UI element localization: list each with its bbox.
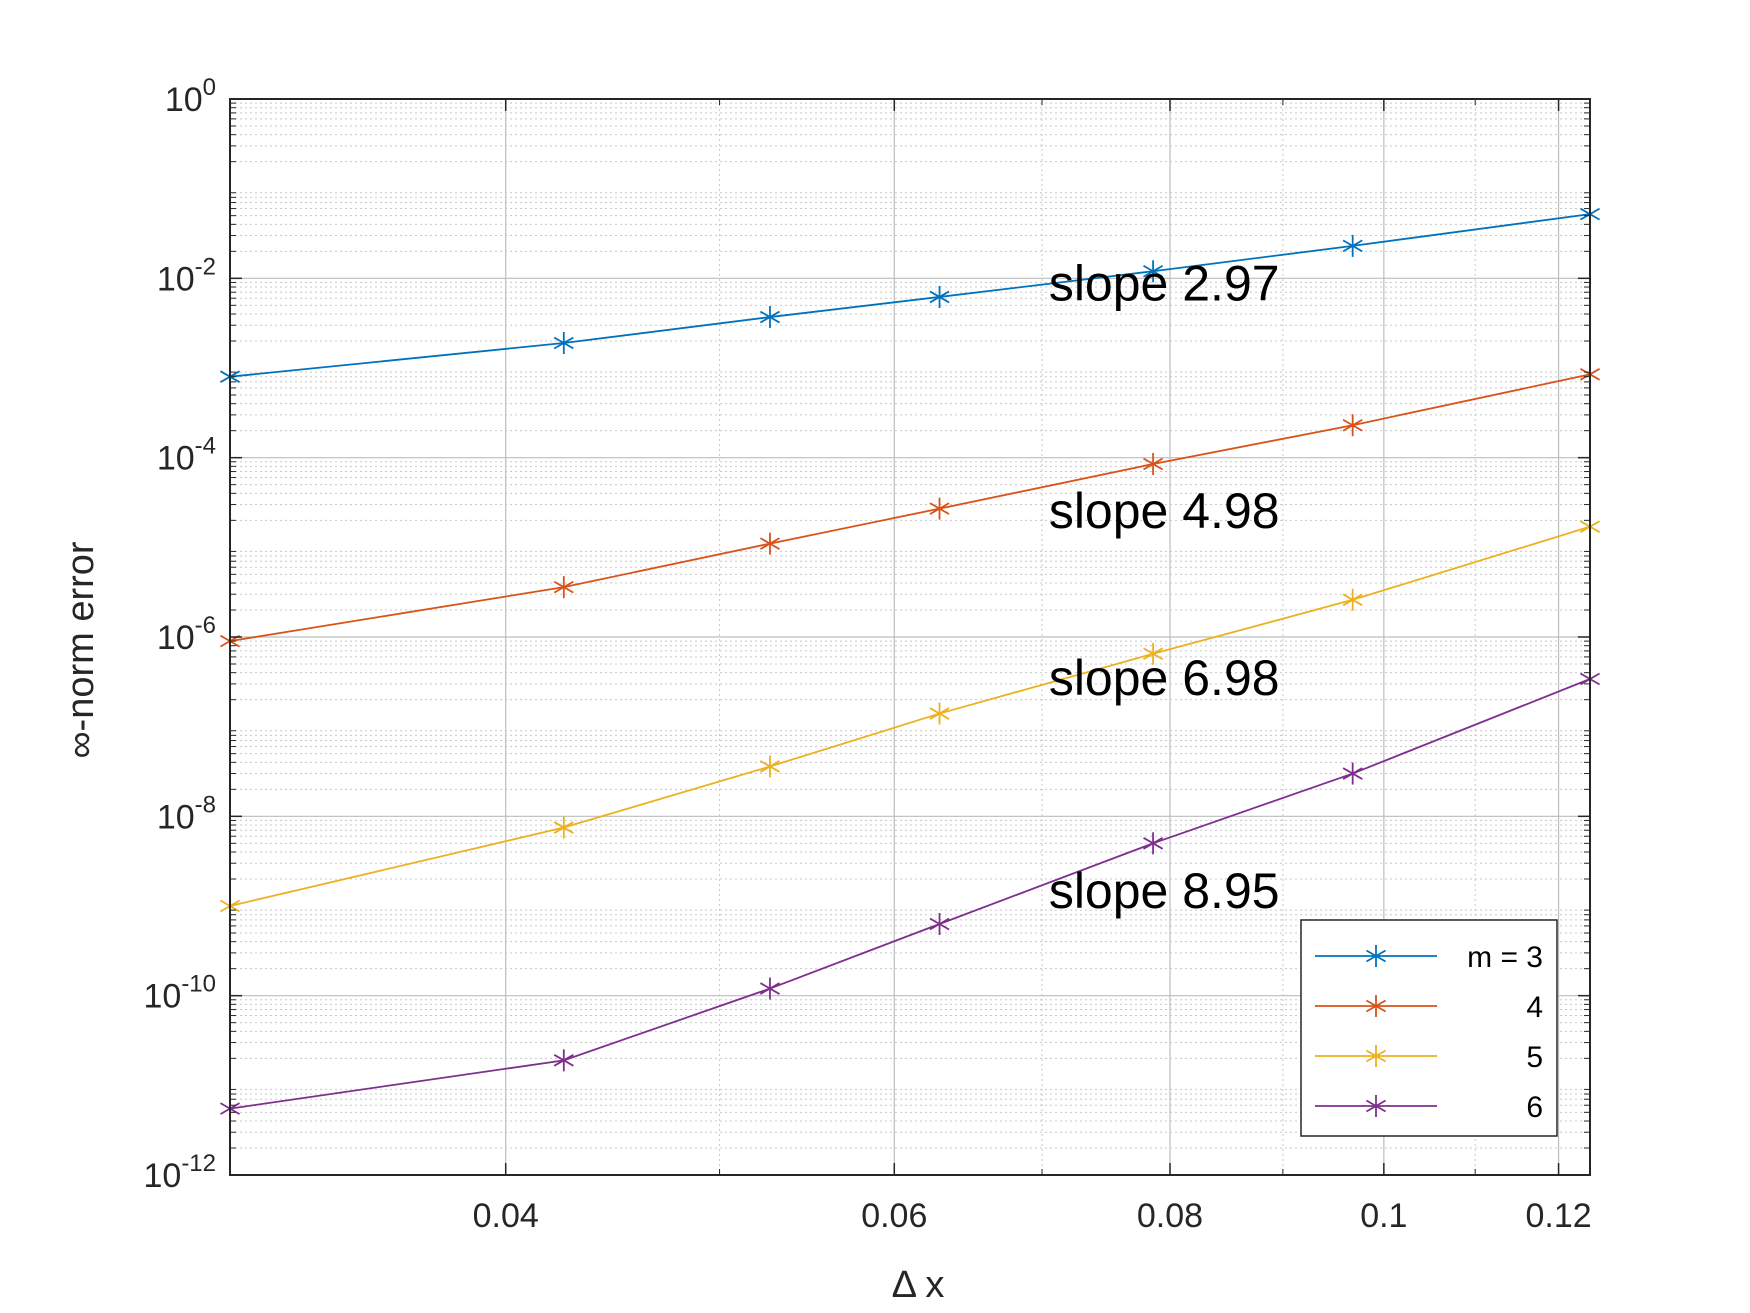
y-tick-exponent: -4 — [195, 433, 216, 460]
data-point-stroke — [929, 290, 950, 304]
data-point — [759, 532, 780, 555]
data-point-stroke — [759, 982, 780, 995]
data-point — [1342, 762, 1363, 785]
legend-marker — [1365, 995, 1387, 1017]
legend: m = 3 4 5 6 — [1300, 919, 1558, 1137]
legend-marker — [1365, 945, 1387, 967]
legend-marker-stroke — [1365, 1099, 1387, 1113]
series-2 — [219, 363, 1601, 653]
y-tick-label: 10-8 — [157, 791, 216, 836]
legend-label: 5 — [1526, 1041, 1543, 1074]
x-axis-label: Δ x — [892, 1264, 945, 1306]
x-tick-label: 0.06 — [861, 1197, 927, 1235]
series-3 — [219, 515, 1601, 917]
annotation-layer: slope 2.97 slope 4.98 slope 6.98 slope 8.95 — [1049, 255, 1280, 919]
x-tick-label: 0.1 — [1360, 1197, 1407, 1235]
data-point-stroke — [759, 310, 780, 324]
data-point — [1143, 260, 1164, 283]
legend-marker — [1365, 1045, 1387, 1067]
y-tick-exponent: -8 — [195, 791, 216, 818]
legend-entry: 4 — [1315, 991, 1543, 1024]
data-point — [929, 497, 950, 520]
y-tick-base: 10 — [165, 81, 203, 119]
data-point-stroke — [929, 502, 950, 515]
data-point — [759, 755, 780, 778]
data-point-stroke — [759, 537, 780, 550]
legend-marker-stroke — [1365, 1049, 1387, 1063]
data-point-stroke — [1143, 837, 1164, 850]
data-point-stroke — [1143, 647, 1164, 661]
legend-marker — [1365, 1095, 1387, 1117]
legend-label: 6 — [1526, 1091, 1543, 1124]
data-point — [1342, 234, 1363, 257]
y-tick-exponent: 0 — [203, 74, 216, 101]
data-point-stroke — [553, 336, 574, 350]
data-point — [929, 702, 950, 725]
data-point-stroke — [553, 1054, 574, 1067]
slope-annotation: slope 6.98 — [1049, 650, 1280, 706]
data-point-stroke — [1342, 767, 1363, 780]
data-point — [759, 306, 780, 329]
data-point — [553, 1049, 574, 1072]
legend-marker-stroke — [1365, 999, 1387, 1013]
data-point — [553, 576, 574, 599]
y-tick-label: 10-10 — [143, 971, 216, 1016]
y-tick-base: 10 — [157, 619, 195, 657]
x-tick-label: 0.12 — [1525, 1197, 1591, 1235]
y-tick-label: 10-2 — [157, 253, 216, 298]
data-point-stroke — [1342, 418, 1363, 432]
data-point-stroke — [1342, 593, 1363, 607]
legend-label: m = 3 — [1467, 941, 1543, 974]
data-point-stroke — [929, 917, 950, 931]
data-point — [1143, 452, 1164, 475]
y-tick-label: 10-6 — [157, 612, 216, 657]
data-point-stroke — [759, 760, 780, 773]
ticks-layer — [230, 98, 1590, 1176]
y-tick-base: 10 — [143, 1157, 181, 1195]
slope-annotation: slope 2.97 — [1049, 255, 1280, 311]
y-tick-exponent: -2 — [195, 253, 216, 280]
y-tick-base: 10 — [157, 260, 195, 298]
data-point — [1143, 832, 1164, 855]
data-point-stroke — [929, 707, 950, 720]
data-point — [1143, 642, 1164, 665]
legend-entry: 6 — [1315, 1091, 1543, 1124]
legend-marker-stroke — [1365, 949, 1387, 963]
data-point — [553, 332, 574, 355]
y-tick-label: 10-12 — [143, 1150, 216, 1195]
data-point-stroke — [1143, 457, 1164, 471]
y-tick-label: 10-4 — [157, 433, 216, 478]
x-tick-labels: 0.04 0.06 0.08 0.1 0.12 — [473, 1197, 1592, 1235]
data-point-stroke — [1143, 264, 1164, 278]
slope-annotation: slope 8.95 — [1049, 863, 1280, 919]
data-point — [929, 285, 950, 308]
x-tick-label: 0.04 — [473, 1197, 539, 1235]
data-point — [1342, 588, 1363, 611]
y-tick-base: 10 — [157, 798, 195, 836]
legend-entry: m = 3 — [1315, 941, 1543, 974]
x-tick-label: 0.08 — [1137, 1197, 1203, 1235]
legend-label: 4 — [1526, 991, 1543, 1024]
data-point-stroke — [553, 821, 574, 834]
y-tick-exponent: -6 — [195, 612, 216, 639]
series-layer — [219, 203, 1601, 1120]
legend-entry: 5 — [1315, 1041, 1543, 1074]
y-tick-label: 100 — [165, 74, 216, 119]
y-axis-label: ∞-norm error — [60, 541, 102, 758]
data-point — [929, 912, 950, 935]
data-point — [1342, 414, 1363, 437]
y-tick-base: 10 — [157, 440, 195, 478]
slope-annotation: slope 4.98 — [1049, 483, 1280, 539]
y-tick-exponent: -12 — [181, 1150, 216, 1177]
data-point-stroke — [553, 580, 574, 594]
y-tick-base: 10 — [143, 978, 181, 1016]
data-point-stroke — [1342, 239, 1363, 253]
data-point — [759, 977, 780, 1000]
data-point — [553, 816, 574, 839]
y-tick-exponent: -10 — [181, 971, 216, 998]
